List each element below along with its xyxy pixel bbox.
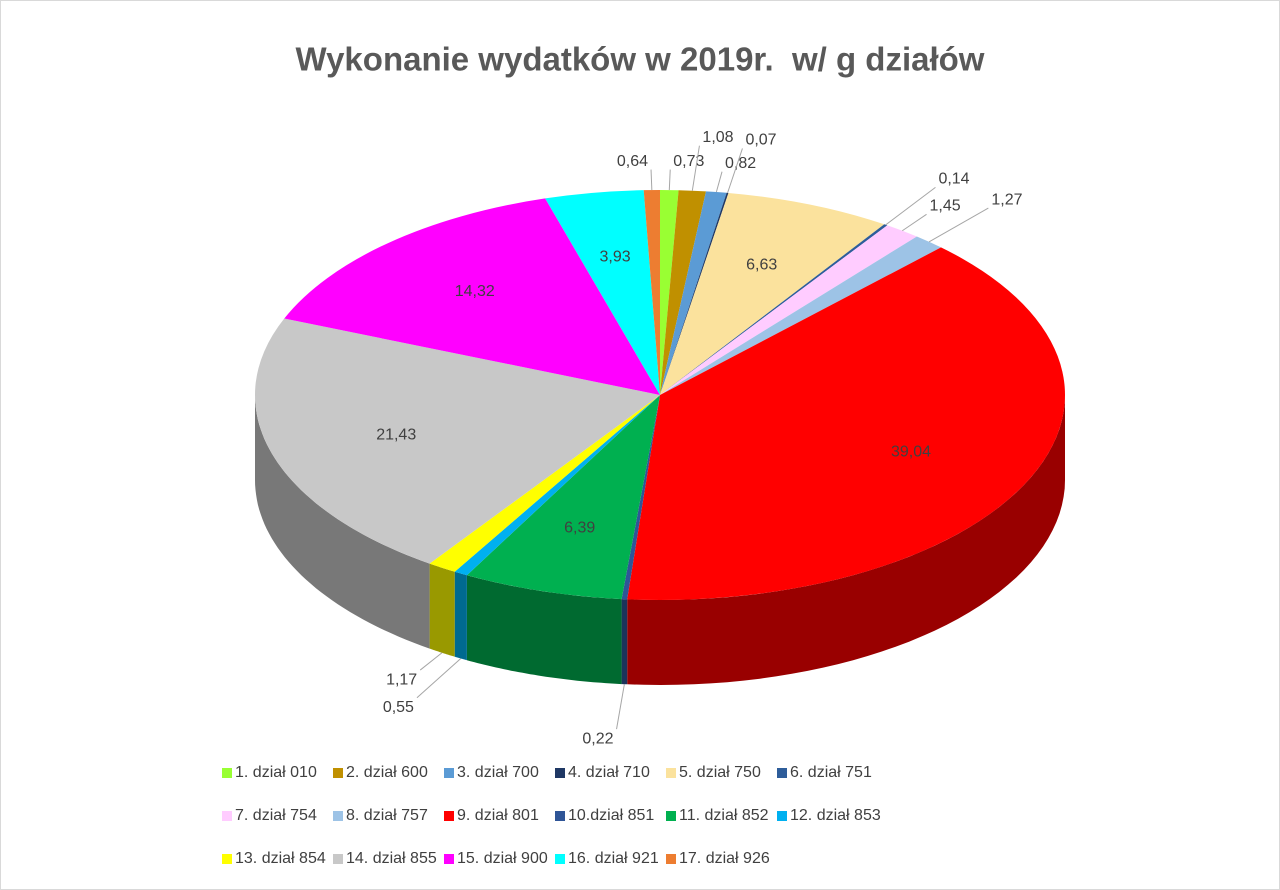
- legend-swatch: [666, 768, 676, 778]
- legend-label: 3. dział 700: [457, 764, 539, 781]
- pie-slice: [660, 191, 727, 395]
- value-label: 0,14: [938, 171, 969, 188]
- legend-swatch: [333, 811, 343, 821]
- pie-slice: [429, 395, 660, 572]
- top-faces: [254, 190, 1065, 600]
- pie-slice: [643, 190, 660, 395]
- pie-side: [466, 575, 622, 685]
- leader-line: [902, 213, 927, 232]
- value-label: 0,22: [582, 730, 613, 747]
- leader-line: [650, 169, 653, 191]
- leader-line: [616, 684, 625, 730]
- legend-label: 12. dział 853: [790, 807, 881, 824]
- leader-line: [419, 652, 443, 671]
- pie-slice: [254, 318, 660, 564]
- pie-slice: [466, 395, 660, 600]
- leader-line: [885, 186, 936, 226]
- pie-slice: [284, 198, 660, 395]
- leader-line: [416, 658, 462, 699]
- value-label: 39,04: [891, 444, 931, 461]
- legend-swatch: [777, 811, 787, 821]
- legend-label: 2. dział 600: [346, 764, 428, 781]
- legend-label: 7. dział 754: [235, 807, 317, 824]
- pie-side: [627, 395, 1065, 685]
- value-label: 3,93: [600, 249, 631, 266]
- leader-line: [727, 148, 743, 194]
- legend-swatch: [555, 811, 565, 821]
- leader-line: [691, 145, 700, 191]
- legend-label: 4. dział 710: [568, 764, 650, 781]
- legend-label: 14. dział 855: [346, 850, 437, 867]
- legend-label: 13. dział 854: [235, 850, 326, 867]
- value-labels: 0,73 1,08 0,82 0,07 6,63 0,14 1,45 1,27 39,04 0,2…: [376, 129, 1022, 747]
- value-label: 1,08: [702, 129, 733, 146]
- legend-label: 17. dział 926: [679, 850, 770, 867]
- pie-slice: [660, 192, 729, 395]
- legend-swatch: [555, 768, 565, 778]
- pie-slice: [545, 190, 660, 395]
- pie-slice: [621, 395, 660, 600]
- pie-side: [621, 599, 628, 685]
- pie-slice: [660, 192, 885, 395]
- legend-swatch: [444, 854, 454, 864]
- legend-swatch: [222, 854, 232, 864]
- leader-line: [715, 171, 723, 193]
- pie-side: [454, 571, 467, 661]
- pie-side: [255, 395, 430, 649]
- legend: 1. dział 010 2. dział 600 3. dział 700 4. d…: [222, 764, 881, 867]
- legend-swatch: [777, 768, 787, 778]
- legend-label: 6. dział 751: [790, 764, 872, 781]
- legend-label: 1. dział 010: [235, 764, 317, 781]
- legend-label: 10.dział 851: [568, 807, 654, 824]
- pie-slice: [660, 190, 707, 395]
- chart-title: Wykonanie wydatków w 2019r. w/ g działów: [296, 41, 985, 78]
- value-label: 6,63: [746, 257, 777, 274]
- leader-line: [668, 169, 671, 191]
- legend-label: 8. dział 757: [346, 807, 428, 824]
- legend-swatch: [333, 768, 343, 778]
- side-walls: [255, 395, 1065, 685]
- value-label: 0,64: [617, 153, 648, 170]
- legend-swatch: [666, 811, 676, 821]
- legend-label: 11. dział 852: [679, 807, 769, 824]
- value-label: 0,07: [745, 132, 776, 149]
- legend-swatch: [222, 768, 232, 778]
- value-label: 21,43: [376, 426, 416, 443]
- legend-label: 5. dział 750: [679, 764, 761, 781]
- legend-swatch: [444, 768, 454, 778]
- value-label: 1,17: [386, 671, 417, 688]
- pie-slice: [660, 225, 917, 395]
- legend-swatch: [444, 811, 454, 821]
- legend-label: 9. dział 801: [457, 807, 539, 824]
- pie-slice: [454, 395, 660, 576]
- leader-line: [928, 207, 989, 243]
- value-label: 0,55: [383, 699, 414, 716]
- pie-side: [429, 563, 455, 657]
- value-label: 6,39: [564, 520, 595, 537]
- value-label: 0,82: [725, 155, 756, 172]
- pie-slice: [660, 190, 679, 395]
- legend-swatch: [555, 854, 565, 864]
- legend-swatch: [666, 854, 676, 864]
- value-label: 1,27: [991, 191, 1022, 208]
- legend-label: 16. dział 921: [568, 850, 659, 867]
- pie-slice: [627, 247, 1065, 600]
- pie-slice: [660, 236, 942, 395]
- value-label: 14,32: [455, 283, 495, 300]
- pie-slice: [660, 224, 888, 395]
- legend-swatch: [222, 811, 232, 821]
- legend-label: 15. dział 900: [457, 850, 548, 867]
- value-label: 0,73: [673, 153, 704, 170]
- value-label: 1,45: [930, 198, 961, 215]
- legend-swatch: [333, 854, 343, 864]
